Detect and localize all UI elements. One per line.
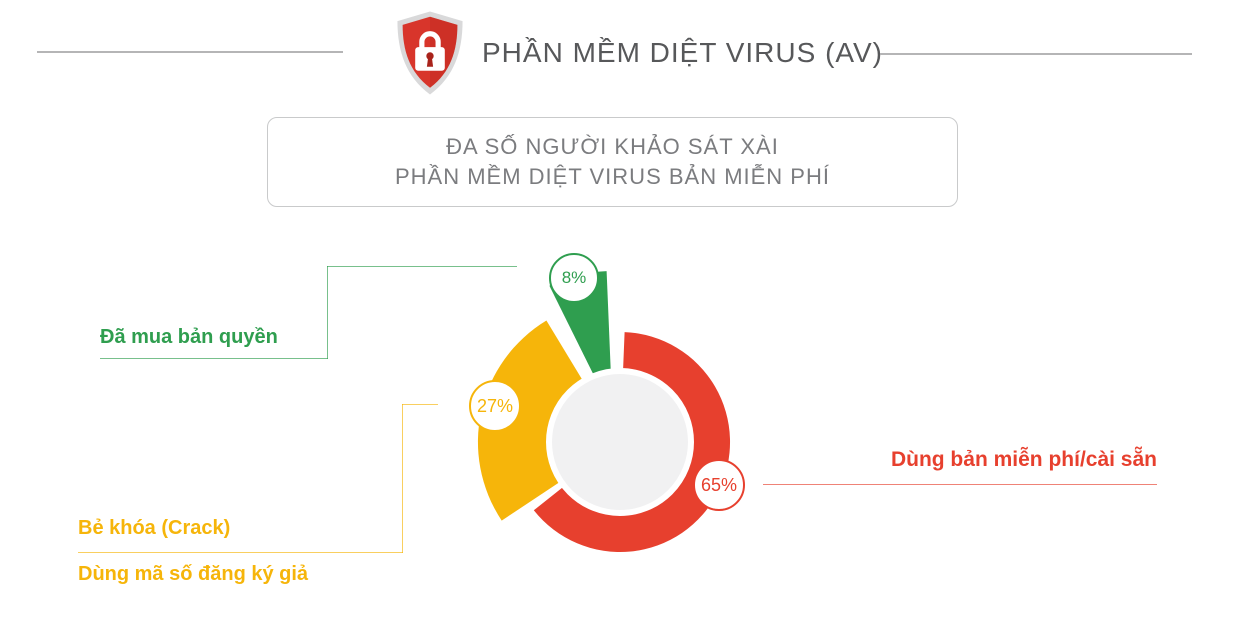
pie-slice-crack bbox=[477, 320, 620, 521]
underline-licensed bbox=[100, 358, 328, 359]
leader-line-licensed-horizontal bbox=[327, 266, 517, 267]
label-crack-line1: Bẻ khóa (Crack) bbox=[78, 517, 231, 539]
callout-line-2: PHẦN MỀM DIỆT VIRUS BẢN MIỄN PHÍ bbox=[395, 164, 830, 189]
label-licensed: Đã mua bản quyền bbox=[100, 326, 278, 348]
lock-keyhole-slot bbox=[426, 56, 434, 67]
pie-slice-free-preinstalled bbox=[533, 332, 731, 553]
percent-badge-free: 65% bbox=[693, 459, 745, 511]
label-crack-line2: Dùng mã số đăng ký giả bbox=[78, 563, 309, 585]
leader-line-crack-horizontal bbox=[402, 404, 438, 405]
shield-lock-icon bbox=[397, 11, 463, 95]
lock-shackle bbox=[419, 31, 441, 49]
callout-box: ĐA SỐ NGƯỜI KHẢO SÁT XÀI PHẦN MỀM DIỆT V… bbox=[267, 117, 958, 207]
underline-free-preinstalled bbox=[763, 484, 1157, 485]
underline-crack bbox=[78, 552, 403, 553]
leader-line-licensed-vertical bbox=[327, 266, 328, 359]
percent-badge-crack: 27% bbox=[469, 380, 521, 432]
decorative-line-right bbox=[880, 53, 1192, 55]
callout-line-1: ĐA SỐ NGƯỜI KHẢO SÁT XÀI bbox=[446, 134, 779, 159]
percent-badge-licensed: 8% bbox=[549, 253, 599, 303]
leader-line-crack-vertical bbox=[402, 404, 403, 553]
label-free-preinstalled: Dùng bản miễn phí/cài sẵn bbox=[890, 448, 1157, 471]
page-title: PHẦN MỀM DIỆT VIRUS (AV) bbox=[482, 37, 884, 68]
donut-hole bbox=[546, 368, 694, 516]
decorative-line-left bbox=[37, 51, 343, 53]
